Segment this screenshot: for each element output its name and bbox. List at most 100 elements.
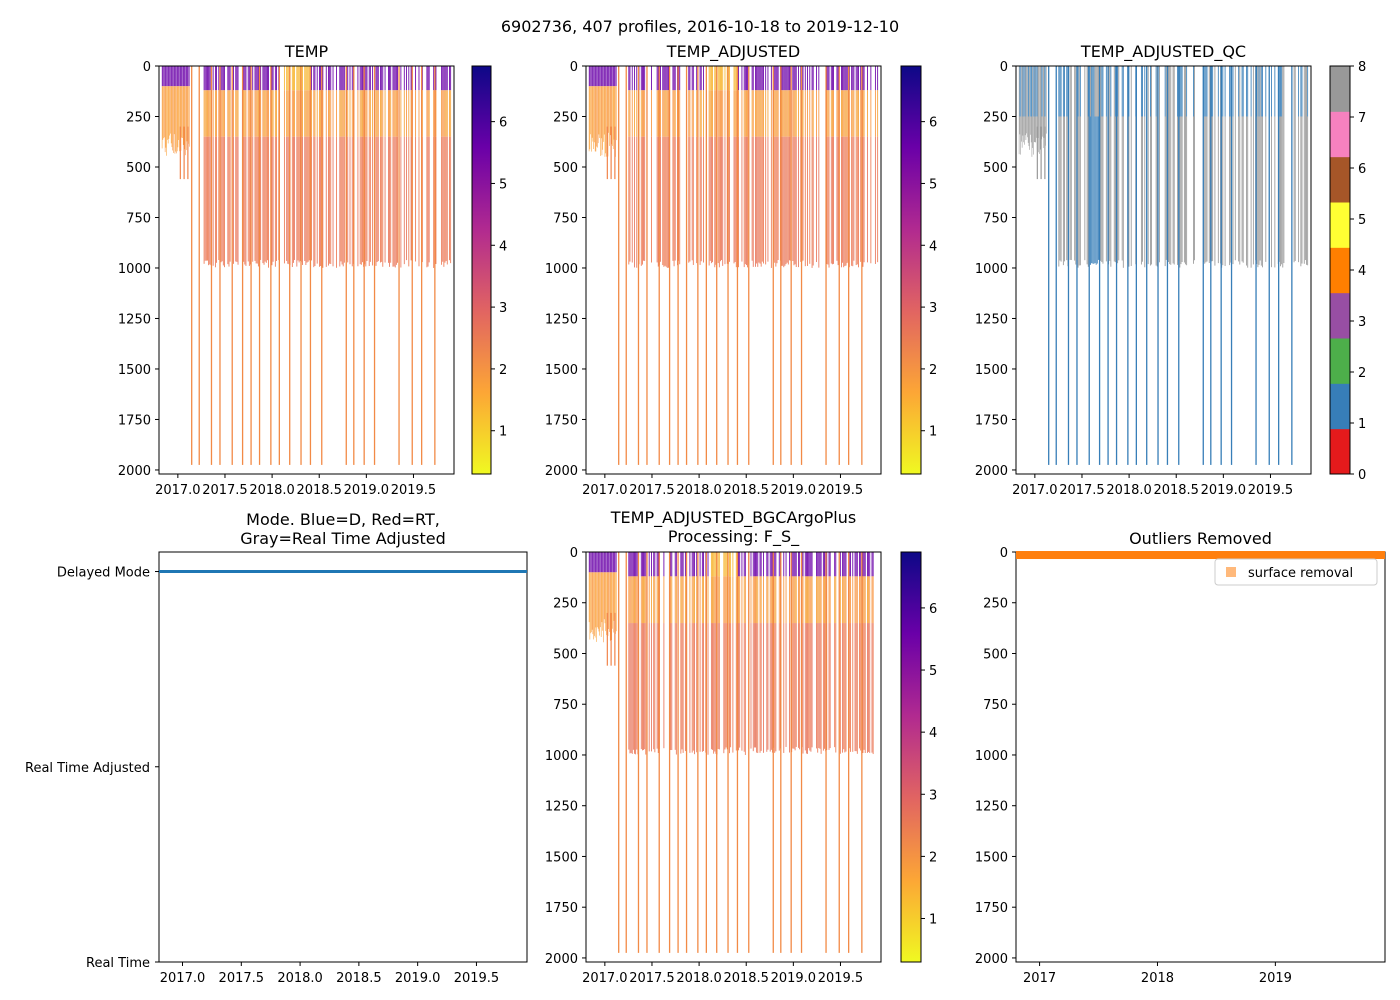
data-cell	[753, 576, 755, 624]
plot-frame	[158, 65, 455, 475]
y-tick-label: 750	[553, 211, 578, 226]
data-cell	[615, 572, 616, 634]
data-cell	[602, 66, 603, 87]
data-cell	[287, 136, 289, 264]
data-cell	[382, 66, 384, 91]
data-cell	[763, 66, 764, 91]
data-cell	[1100, 116, 1102, 261]
data-cell	[712, 90, 713, 137]
data-cell	[426, 90, 428, 137]
data-cell	[596, 66, 597, 87]
data-cell	[1021, 116, 1022, 142]
data-cell	[591, 66, 592, 87]
x-tick-label: 2019.0	[771, 483, 817, 498]
data-cell	[848, 90, 850, 137]
data-cell	[597, 552, 599, 573]
data-cell	[721, 66, 723, 91]
data-cell	[408, 90, 410, 137]
data-cell	[829, 623, 831, 749]
data-cell	[342, 90, 344, 137]
data-cell	[783, 136, 785, 268]
data-cell	[856, 576, 858, 624]
data-cell	[336, 136, 337, 268]
data-cell	[182, 86, 183, 139]
data-cell	[743, 576, 745, 624]
data-cell	[283, 90, 285, 137]
y-tick-label: 500	[553, 647, 578, 662]
data-cell	[1045, 66, 1046, 117]
data-cell	[590, 552, 591, 573]
data-cell	[1096, 66, 1098, 117]
data-cell	[255, 66, 257, 91]
data-cell	[831, 136, 833, 265]
data-cell	[835, 552, 837, 577]
data-cell	[375, 90, 377, 137]
data-cell	[692, 552, 694, 577]
data-cell	[710, 576, 712, 624]
y-tick-label: 250	[983, 597, 1008, 612]
y-tick-label: 1750	[545, 413, 578, 428]
data-cell	[845, 552, 847, 577]
data-cell	[839, 623, 841, 754]
data-cell	[727, 66, 729, 465]
data-cell	[631, 66, 633, 91]
data-cell	[322, 66, 324, 91]
data-cell	[765, 66, 767, 91]
data-cell	[691, 623, 693, 753]
data-cell	[601, 66, 603, 87]
data-cell	[657, 576, 659, 624]
data-cell	[1242, 66, 1244, 117]
colorbar-segment	[1330, 428, 1350, 475]
plot-frame	[1015, 551, 1386, 963]
data-cell	[750, 576, 752, 624]
data-cell	[382, 90, 384, 137]
data-cell	[851, 136, 853, 266]
colorbar-segment	[1330, 66, 1350, 112]
data-cell	[863, 576, 865, 624]
data-cell	[701, 552, 703, 577]
data-cell	[167, 66, 169, 87]
data-cell	[389, 136, 391, 267]
data-cell	[400, 136, 402, 268]
data-cell	[653, 576, 655, 624]
data-cell	[257, 136, 259, 267]
data-cell	[613, 66, 615, 87]
data-cell	[636, 66, 638, 91]
data-cell	[297, 136, 299, 261]
data-cell	[671, 576, 673, 624]
data-cell	[605, 572, 606, 632]
data-cell	[694, 623, 695, 755]
data-cell	[826, 90, 828, 137]
data-cell	[641, 136, 643, 265]
data-cell	[1234, 116, 1236, 261]
data-cell	[790, 552, 792, 953]
data-cell	[714, 66, 716, 91]
data-cell	[856, 66, 858, 91]
data-cell	[818, 66, 820, 91]
data-cell	[271, 136, 273, 266]
x-tick-label: 2018.5	[1153, 483, 1199, 498]
data-cell	[684, 552, 686, 577]
data-cell	[805, 623, 807, 754]
data-cell	[1241, 116, 1243, 262]
data-cell	[802, 136, 804, 261]
data-cell	[1043, 66, 1045, 117]
data-cell	[1304, 116, 1306, 261]
data-cell	[834, 576, 836, 624]
data-cell	[1109, 116, 1111, 261]
data-cell	[850, 623, 851, 752]
data-cell	[761, 66, 763, 91]
data-cell	[1222, 116, 1224, 266]
data-cell	[1025, 66, 1027, 117]
data-cell	[1155, 66, 1157, 117]
data-cell	[864, 623, 866, 754]
data-layer	[1018, 66, 1309, 465]
data-cell	[588, 66, 590, 87]
data-cell	[725, 552, 727, 577]
data-cell	[1177, 66, 1179, 117]
data-cell	[854, 623, 856, 752]
data-cell	[1130, 116, 1132, 266]
data-cell	[596, 86, 597, 147]
data-cell	[805, 552, 807, 577]
x-tick-label: 2017.0	[582, 971, 628, 986]
